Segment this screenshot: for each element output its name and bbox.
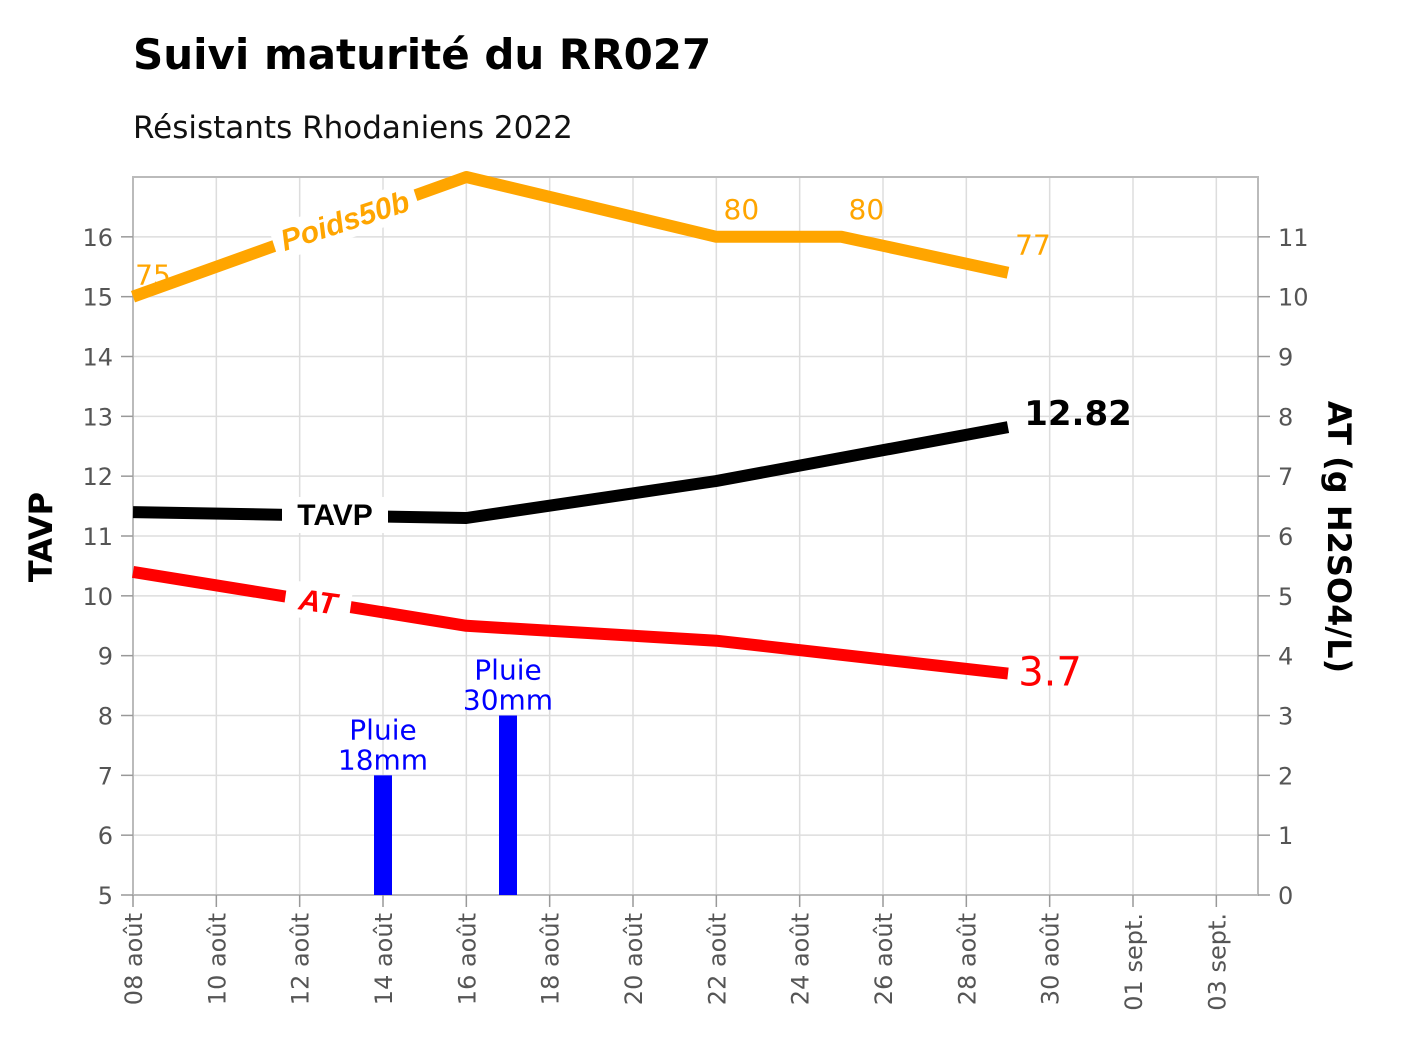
y-tick-label-right: 4 <box>1278 643 1293 671</box>
x-tick-label: 20 août <box>620 913 648 1005</box>
y-tick-label-left: 10 <box>82 583 113 611</box>
poids-point-label: 80 <box>724 193 760 226</box>
tavp-end-label: 12.82 <box>1024 394 1132 434</box>
y-tick-label-right: 11 <box>1278 224 1309 252</box>
y-tick-label-right: 0 <box>1278 882 1293 910</box>
x-tick-label: 10 août <box>203 913 231 1005</box>
y-tick-label-left: 15 <box>82 284 113 312</box>
chart-subtitle: Résistants Rhodaniens 2022 <box>133 110 573 146</box>
x-tick-label: 12 août <box>287 913 315 1005</box>
x-tick-label: 16 août <box>453 913 481 1005</box>
y-tick-label-right: 2 <box>1278 762 1293 790</box>
y-tick-label-right: 8 <box>1278 403 1293 431</box>
x-tick-label: 26 août <box>870 913 898 1005</box>
chart-title: Suivi maturité du RR027 <box>133 30 712 79</box>
y-tick-label-left: 16 <box>82 224 113 252</box>
series-name-poids50b: Poids50b <box>277 185 414 258</box>
x-tick-label: 28 août <box>953 913 981 1005</box>
y-axis-left-label: TAVP <box>22 492 60 582</box>
y-tick-label-left: 6 <box>98 822 113 850</box>
poids-point-label: 80 <box>849 193 885 226</box>
y-tick-label-right: 10 <box>1278 284 1309 312</box>
at-end-label: 3.7 <box>1018 650 1082 696</box>
y-tick-label-left: 7 <box>98 762 113 790</box>
x-tick-label: 01 sept. <box>1120 913 1148 1011</box>
rain-label-line1: Pluie <box>474 654 541 687</box>
series-name-tavp-background <box>282 497 388 533</box>
rain-bars <box>374 715 517 895</box>
series-name-at: AT <box>296 583 342 621</box>
y-tick-label-left: 13 <box>82 403 113 431</box>
series-name-poids50b-background <box>268 180 422 262</box>
series-name-poids50b-group: Poids50b <box>268 180 422 262</box>
series-line-at <box>132 565 1009 680</box>
series-name-at-group: AT <box>282 579 354 625</box>
x-tick-label: 30 août <box>1037 913 1065 1005</box>
x-tick-label: 18 août <box>537 913 565 1005</box>
y-tick-label-right: 3 <box>1278 703 1293 731</box>
poids-point-label: 75 <box>135 259 171 292</box>
grid-lines <box>132 177 1258 896</box>
rain-label-line2: 30mm <box>463 684 553 717</box>
poids-point-label: 77 <box>1015 229 1051 262</box>
series-line-tavp <box>132 421 1010 524</box>
series-name-tavp-group: TAVP <box>282 497 388 533</box>
y-tick-label-left: 8 <box>98 703 113 731</box>
x-tick-label: 08 août <box>120 913 148 1005</box>
y-tick-label-left: 9 <box>98 643 113 671</box>
y-tick-label-right: 9 <box>1278 344 1293 372</box>
rain-bar <box>374 775 392 895</box>
y-tick-label-right: 1 <box>1278 822 1293 850</box>
series-name-tavp: TAVP <box>297 499 373 532</box>
x-tick-label: 22 août <box>703 913 731 1005</box>
x-tick-label: 14 août <box>370 913 398 1005</box>
x-tick-label: 24 août <box>787 913 815 1005</box>
rain-label-line1: Pluie <box>349 713 416 746</box>
y-tick-label-right: 7 <box>1278 463 1293 491</box>
x-tick-label: 03 sept. <box>1203 913 1231 1011</box>
y-axis-right-label: AT (g H2SO4/L) <box>1320 401 1358 673</box>
y-tick-label-left: 11 <box>82 523 113 551</box>
y-tick-label-left: 14 <box>82 344 113 372</box>
y-tick-label-left: 12 <box>82 463 113 491</box>
y-tick-label-left: 5 <box>98 882 113 910</box>
rain-bar <box>499 715 517 895</box>
series-name-at-background <box>282 579 354 625</box>
y-tick-label-right: 6 <box>1278 523 1293 551</box>
y-tick-label-right: 5 <box>1278 583 1293 611</box>
series-lines <box>130 171 1010 680</box>
rain-label-line2: 18mm <box>338 743 428 776</box>
